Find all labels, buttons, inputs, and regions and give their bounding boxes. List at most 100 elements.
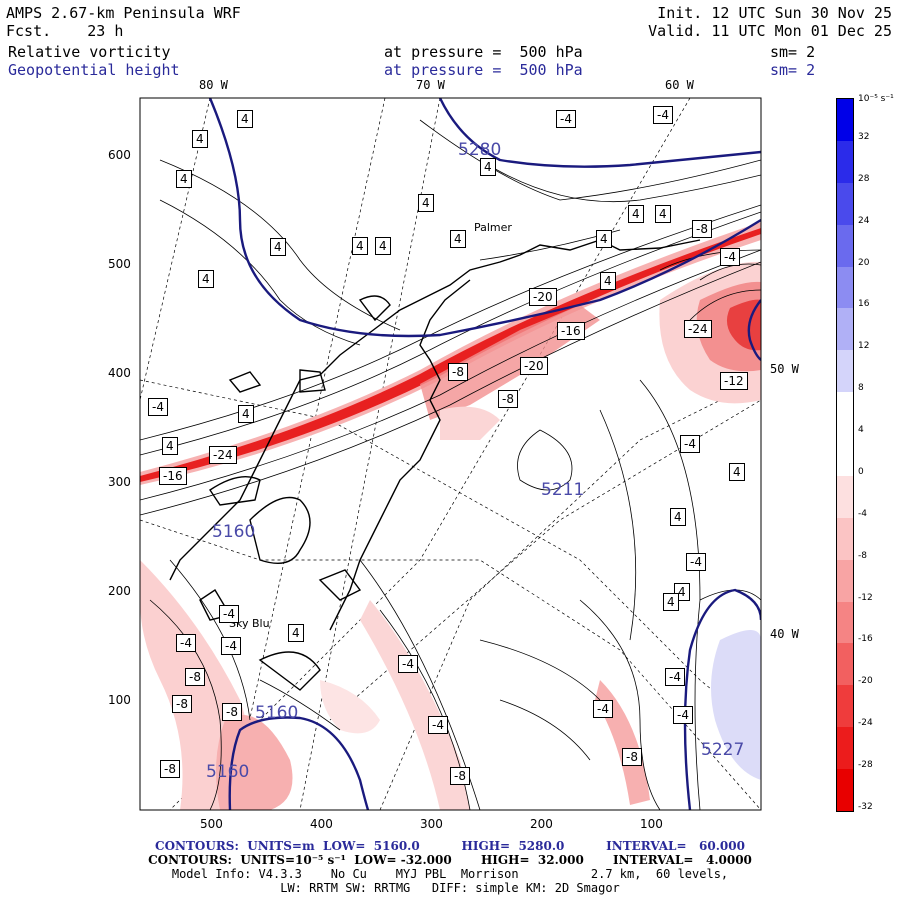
lon-label-40w: 40 W xyxy=(770,627,799,641)
vorticity-contour-label: -4 xyxy=(673,706,693,724)
vorticity-contour-label: 4 xyxy=(352,237,368,255)
colorbar-segment xyxy=(837,475,853,518)
vorticity-contour-label: 4 xyxy=(450,230,466,248)
colorbar-segment xyxy=(837,517,853,560)
colorbar-segment xyxy=(837,727,853,770)
lon-label-80w: 80 W xyxy=(199,78,228,92)
height-contour-label: 5160 xyxy=(255,703,299,723)
x-axis-tick-label: 400 xyxy=(310,817,333,831)
lon-label-50w: 50 W xyxy=(770,362,799,376)
vorticity-contour-label: 4 xyxy=(655,205,671,223)
colorbar xyxy=(836,98,854,812)
x-axis-tick-label: 500 xyxy=(200,817,223,831)
colorbar-segment xyxy=(837,140,853,183)
vorticity-contour-label: 4 xyxy=(628,205,644,223)
colorbar-segment xyxy=(837,559,853,602)
place-label-palmer: Palmer xyxy=(474,221,512,234)
forecast-hour: Fcst. 23 h xyxy=(6,22,124,40)
vorticity-contour-label: 4 xyxy=(288,624,304,642)
colorbar-tick-label: -12 xyxy=(858,592,873,603)
vorticity-contour-label: 4 xyxy=(418,194,434,212)
vorticity-contour-label: -4 xyxy=(665,668,685,686)
vorticity-contour-label: -8 xyxy=(622,748,642,766)
footer-physics-info: LW: RRTM SW: RRTMG DIFF: simple KM: 2D S… xyxy=(280,881,620,895)
footer-vorticity-contours: CONTOURS: UNITS=10⁻⁵ s⁻¹ LOW= -32.000 HI… xyxy=(148,853,752,867)
vorticity-contour-label: -8 xyxy=(498,390,518,408)
colorbar-tick-label: 16 xyxy=(858,299,870,310)
vorticity-contour-label: -4 xyxy=(176,634,196,652)
colorbar-tick-label: 12 xyxy=(858,341,870,352)
vorticity-contour-label: -4 xyxy=(680,435,700,453)
vorticity-contour-label: 4 xyxy=(663,593,679,611)
vorticity-contour-label: -8 xyxy=(450,767,470,785)
colorbar-tick-label: 28 xyxy=(858,173,870,184)
vorticity-contour-label: -24 xyxy=(684,320,712,338)
vorticity-contour-label: -24 xyxy=(209,446,237,464)
x-axis-tick-label: 100 xyxy=(640,817,663,831)
y-axis-tick-label: 500 xyxy=(108,257,131,271)
colorbar-tick-label: -32 xyxy=(858,802,873,812)
colorbar-segment xyxy=(837,99,853,141)
model-title: AMPS 2.67-km Peninsula WRF xyxy=(6,4,241,22)
vorticity-contour-label: 4 xyxy=(162,437,178,455)
vorticity-contour-label: 4 xyxy=(176,170,192,188)
height-contour-label: 5280 xyxy=(458,140,502,160)
vorticity-contour-label: -4 xyxy=(221,637,241,655)
vorticity-contour-label: -4 xyxy=(219,605,239,623)
vorticity-contour-label: -16 xyxy=(159,467,187,485)
vorticity-contour-label: -4 xyxy=(653,106,673,124)
valid-time: Valid. 11 UTC Mon 01 Dec 25 xyxy=(648,22,892,40)
vorticity-contour-label: -4 xyxy=(148,398,168,416)
vorticity-contour-label: 4 xyxy=(192,130,208,148)
y-axis-tick-label: 100 xyxy=(108,693,131,707)
lon-label-60w: 60 W xyxy=(665,78,694,92)
colorbar-tick-label: 8 xyxy=(858,383,864,394)
colorbar-tick-label: -24 xyxy=(858,718,873,729)
vorticity-contour-label: -16 xyxy=(557,322,585,340)
y-axis-tick-label: 400 xyxy=(108,366,131,380)
field1-name: Relative vorticity xyxy=(8,43,171,61)
field1-level: at pressure = 500 hPa xyxy=(384,43,583,61)
vorticity-contour-label: 4 xyxy=(270,238,286,256)
vorticity-contour-label: 4 xyxy=(238,405,254,423)
y-axis-tick-label: 600 xyxy=(108,148,131,162)
colorbar-segment xyxy=(837,685,853,728)
vorticity-contour-label: -4 xyxy=(720,248,740,266)
field2-level: at pressure = 500 hPa xyxy=(384,61,583,79)
colorbar-tick-label: -8 xyxy=(858,550,867,561)
field1-smoothing: sm= 2 xyxy=(770,43,816,61)
y-axis-tick-label: 300 xyxy=(108,475,131,489)
height-contour-label: 5160 xyxy=(206,762,250,782)
height-contour-label: 5227 xyxy=(701,740,745,760)
vorticity-contour-label: -20 xyxy=(520,357,548,375)
vorticity-contour-label: -4 xyxy=(556,110,576,128)
colorbar-segment xyxy=(837,350,853,393)
x-axis-tick-label: 300 xyxy=(420,817,443,831)
geopotential-contours xyxy=(208,98,761,810)
colorbar-segment xyxy=(837,182,853,225)
vorticity-contour-label: -8 xyxy=(160,760,180,778)
vorticity-contour-label: 4 xyxy=(600,272,616,290)
colorbar-tick-label: -20 xyxy=(858,676,873,687)
colorbar-tick-label: 32 xyxy=(858,131,870,142)
colorbar-tick-label: -16 xyxy=(858,634,873,645)
vorticity-contour-label: -8 xyxy=(222,703,242,721)
vorticity-contour-label: 4 xyxy=(480,158,496,176)
vorticity-contour-label: 4 xyxy=(596,230,612,248)
x-axis-tick-label: 200 xyxy=(530,817,553,831)
field2-name: Geopotential height xyxy=(8,61,180,79)
colorbar-tick-label: -28 xyxy=(858,760,873,771)
init-time: Init. 12 UTC Sun 30 Nov 25 xyxy=(657,4,892,22)
vorticity-contour-label: -12 xyxy=(720,372,748,390)
y-axis-tick-label: 200 xyxy=(108,584,131,598)
colorbar-units: 10⁻⁵ s⁻¹ xyxy=(858,94,894,104)
vorticity-contour-label: -4 xyxy=(686,553,706,571)
vorticity-contour-label: -4 xyxy=(593,700,613,718)
colorbar-segment xyxy=(837,224,853,267)
colorbar-tick-label: -4 xyxy=(858,508,867,519)
colorbar-segment xyxy=(837,266,853,309)
vorticity-contour-label: -8 xyxy=(448,363,468,381)
place-label-sky-blu: Sky Blu xyxy=(229,617,270,630)
field2-smoothing: sm= 2 xyxy=(770,61,816,79)
vorticity-contour-label: 4 xyxy=(670,508,686,526)
